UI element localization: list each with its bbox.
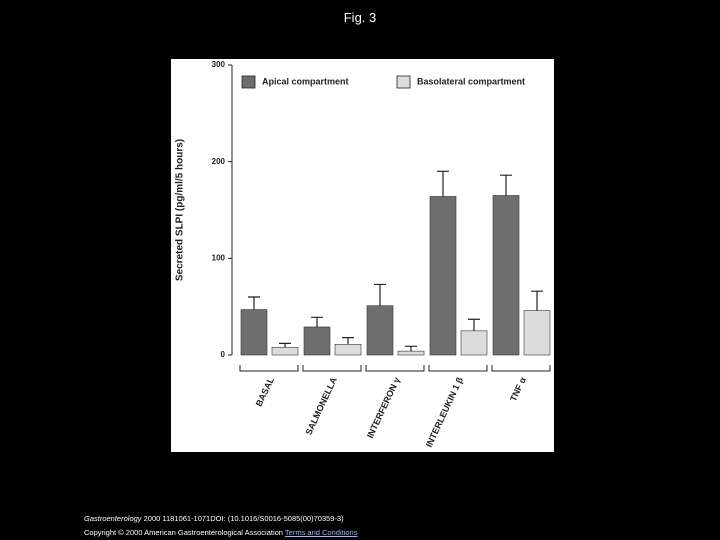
error-bar xyxy=(248,296,260,310)
bar xyxy=(429,196,457,356)
group-bracket xyxy=(491,365,551,372)
error-bar xyxy=(437,170,449,197)
error-bar xyxy=(468,318,480,331)
citation: Gastroenterology 2000 1181061-1071DOI: (… xyxy=(84,514,344,523)
error-bar xyxy=(311,316,323,327)
copyright: Copyright © 2000 American Gastroenterolo… xyxy=(84,528,283,537)
legend-swatch xyxy=(396,75,411,89)
bar xyxy=(366,305,394,356)
y-tick-label: 0 xyxy=(221,350,226,359)
bar xyxy=(334,344,362,356)
bar xyxy=(303,326,331,356)
copyright-line: Copyright © 2000 American Gastroenterolo… xyxy=(84,528,357,537)
y-tick-label: 200 xyxy=(212,157,226,166)
bar xyxy=(271,346,299,356)
legend-label: Apical compartment xyxy=(262,76,349,86)
terms-link[interactable]: Terms and Conditions xyxy=(284,528,358,537)
bar xyxy=(397,350,425,356)
error-bar xyxy=(531,290,543,311)
error-bar xyxy=(342,337,354,345)
bar xyxy=(240,309,268,356)
error-bar xyxy=(405,345,417,352)
y-tick-label: 300 xyxy=(212,60,226,69)
citation-text: 2000 1181061-1071DOI: (10.1016/S0016-508… xyxy=(141,514,344,523)
slide-title: Fig. 3 xyxy=(343,10,377,25)
error-bar xyxy=(374,283,386,306)
bar xyxy=(460,330,488,356)
error-bar xyxy=(500,174,512,196)
group-bracket xyxy=(302,365,362,372)
y-axis-label: Secreted SLPI (pg/ml/5 hours) xyxy=(175,139,186,281)
journal: Gastroenterology xyxy=(84,514,142,523)
bar xyxy=(523,310,551,356)
figure-panel xyxy=(171,59,554,452)
group-bracket xyxy=(239,365,299,372)
group-bracket xyxy=(428,365,488,372)
bar xyxy=(492,195,520,356)
group-bracket xyxy=(365,365,425,372)
legend-swatch xyxy=(241,75,256,89)
error-bar xyxy=(279,342,291,348)
legend-label: Basolateral compartment xyxy=(417,76,525,86)
y-tick-label: 100 xyxy=(212,253,226,262)
